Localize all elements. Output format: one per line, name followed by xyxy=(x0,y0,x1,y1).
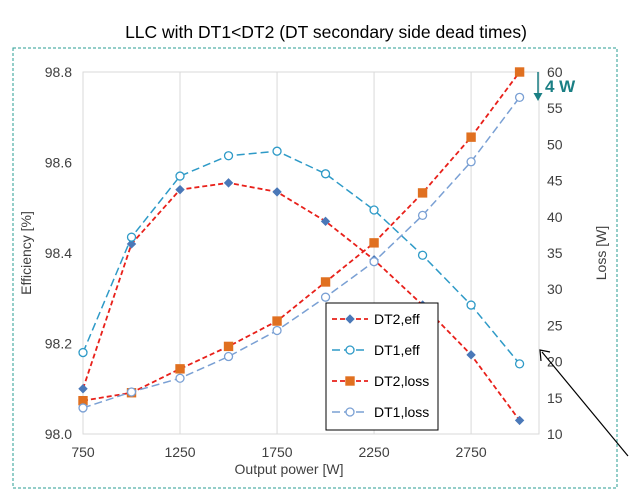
annotation-group: 4 W xyxy=(533,72,576,101)
annotation-arrowhead xyxy=(533,93,543,101)
legend: DT2,eff DT1,eff DT2,loss DT1,loss xyxy=(325,302,439,431)
y2-tick-label: 10 xyxy=(547,426,563,442)
data-point xyxy=(223,178,234,188)
data-point xyxy=(369,205,379,215)
data-point xyxy=(175,171,185,181)
series-layer xyxy=(78,67,525,426)
series-dt2-loss xyxy=(78,67,525,406)
plot-area xyxy=(82,71,540,435)
legend-marker xyxy=(345,314,355,324)
series-line xyxy=(82,181,521,421)
data-point xyxy=(223,151,234,161)
data-point xyxy=(126,232,137,242)
y2-tick-label: 30 xyxy=(547,281,563,297)
data-point xyxy=(272,187,282,197)
chart-title: LLC with DT1<DT2 (DT secondary side dead… xyxy=(125,22,527,42)
data-point xyxy=(175,373,185,383)
data-point xyxy=(369,257,379,267)
annotation-label: 4 W xyxy=(545,77,576,96)
data-point xyxy=(466,132,476,142)
y2-tick-label: 25 xyxy=(547,317,563,333)
y-axis-title: Efficiency [%] xyxy=(18,211,34,295)
y-tick-label: 98.4 xyxy=(45,245,72,261)
data-point xyxy=(223,341,234,352)
y-tick-label: 98.0 xyxy=(45,426,72,442)
data-point xyxy=(466,300,476,310)
chart-outer-frame xyxy=(12,47,618,489)
data-point xyxy=(320,169,331,179)
legend-label: DT1,loss xyxy=(374,404,429,420)
x-axis-title: Output power [W] xyxy=(235,461,344,477)
data-point xyxy=(417,188,428,198)
tick-labels: 750 1250 1750 2250 2750 98.0 98.2 98.4 98.6 98.8 1… xyxy=(45,64,563,460)
data-point xyxy=(320,277,331,287)
y2-tick-label: 50 xyxy=(547,136,563,152)
legend-box xyxy=(325,302,439,431)
data-point xyxy=(320,216,331,227)
legend-label: DT2,loss xyxy=(374,373,429,389)
y2-tick-label: 55 xyxy=(547,100,563,116)
data-point xyxy=(175,364,185,374)
y2-axis-title: Loss [W] xyxy=(593,226,609,280)
legend-item: DT2,loss xyxy=(332,373,429,389)
data-point xyxy=(126,387,137,397)
data-point xyxy=(514,359,525,369)
data-point xyxy=(320,292,331,302)
data-point xyxy=(78,403,88,413)
y2-tick-label: 40 xyxy=(547,209,563,225)
legend-label: DT1,eff xyxy=(374,342,420,358)
x-tick-label: 750 xyxy=(71,444,95,460)
pointer-arrow xyxy=(539,349,629,457)
series-line xyxy=(82,96,521,409)
x-tick-label: 2250 xyxy=(358,444,389,460)
y2-tick-label: 60 xyxy=(547,64,563,80)
data-point xyxy=(223,351,234,362)
data-point xyxy=(514,415,525,426)
data-point xyxy=(272,325,282,336)
legend-marker xyxy=(345,345,355,355)
x-tick-label: 2750 xyxy=(456,444,487,460)
y-tick-label: 98.8 xyxy=(45,64,72,80)
data-point xyxy=(272,316,282,326)
legend-label: DT2,eff xyxy=(374,311,420,327)
data-point xyxy=(126,239,137,249)
y-tick-label: 98.2 xyxy=(45,336,72,352)
legend-item: DT2,eff xyxy=(332,311,420,327)
data-point xyxy=(175,184,185,195)
data-point xyxy=(78,384,88,394)
legend-item: DT1,loss xyxy=(332,404,429,420)
data-point xyxy=(417,250,428,260)
y2-tick-label: 45 xyxy=(547,173,563,189)
data-point xyxy=(272,146,282,156)
data-point xyxy=(369,238,379,248)
legend-marker xyxy=(345,376,355,386)
series-line xyxy=(82,150,521,365)
pointer-arrow-head xyxy=(539,349,551,362)
x-tick-label: 1250 xyxy=(164,444,195,460)
data-point xyxy=(417,210,428,221)
data-point xyxy=(466,350,476,360)
data-point xyxy=(514,67,525,77)
data-point xyxy=(466,157,476,167)
pointer-arrow-line xyxy=(541,351,629,457)
series-line xyxy=(82,71,521,402)
data-point xyxy=(78,347,88,358)
y2-tick-label: 15 xyxy=(547,390,563,406)
y2-tick-label: 35 xyxy=(547,245,563,261)
y-tick-label: 98.6 xyxy=(45,155,72,171)
legend-marker xyxy=(345,407,355,417)
legend-item: DT1,eff xyxy=(332,342,420,358)
data-point xyxy=(514,92,525,102)
y2-tick-label: 20 xyxy=(547,354,563,370)
x-tick-label: 1750 xyxy=(261,444,292,460)
series-dt1-loss xyxy=(78,92,525,413)
series-dt1-eff xyxy=(78,146,525,369)
